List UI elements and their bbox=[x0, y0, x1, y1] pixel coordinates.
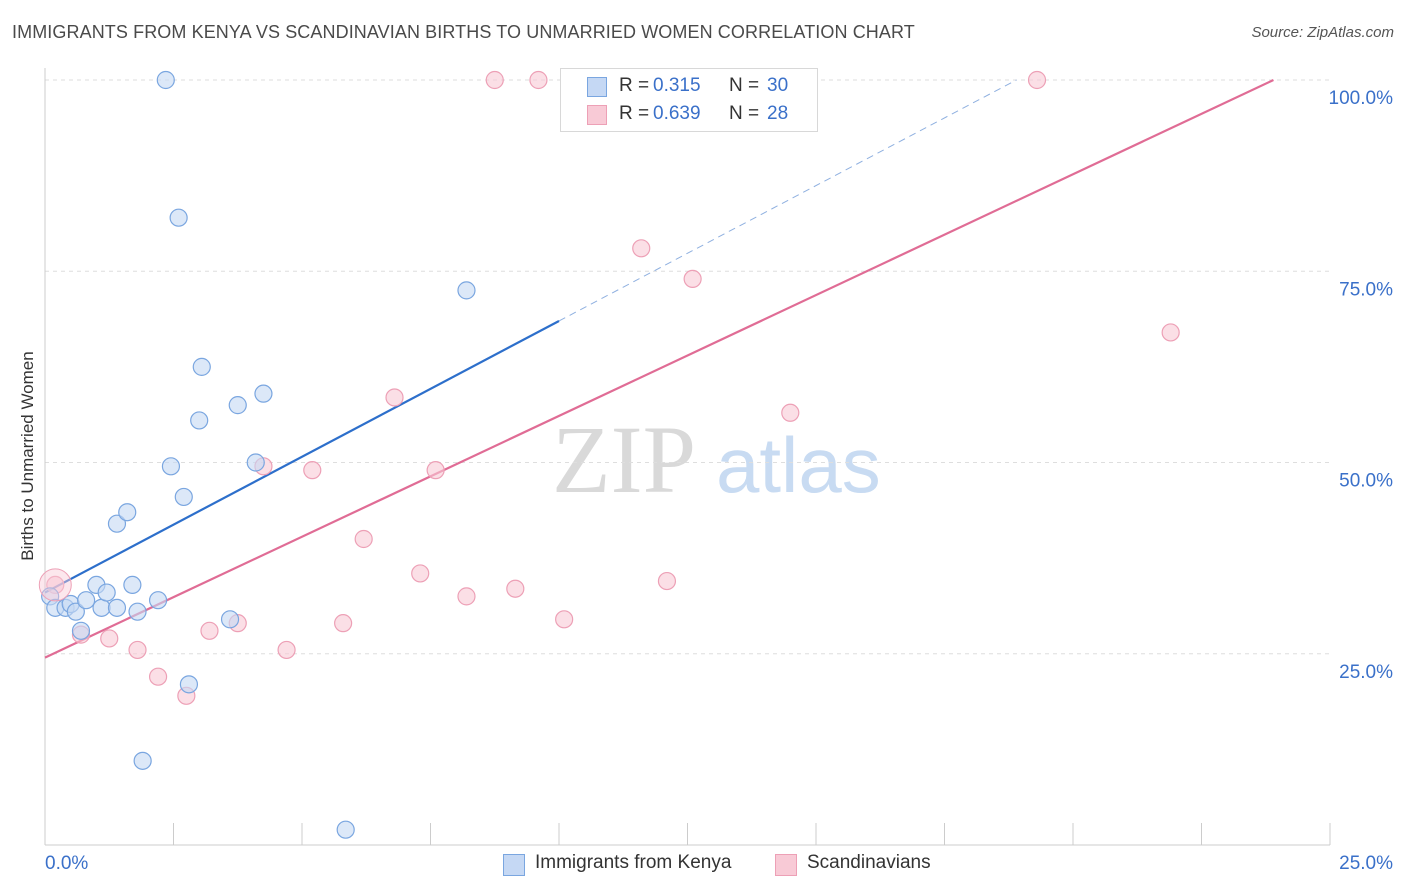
point-scandinavian bbox=[148, 667, 168, 686]
r-value: 0.315 bbox=[653, 75, 701, 96]
data-points bbox=[38, 70, 1180, 839]
trend-lines bbox=[44, 79, 1274, 659]
x-tick-label: 25.0% bbox=[1339, 853, 1393, 874]
point-kenya bbox=[179, 675, 199, 694]
point-kenya bbox=[246, 453, 265, 472]
point-scandinavian bbox=[457, 587, 476, 606]
point-kenya bbox=[336, 820, 355, 839]
watermark-zip: ZIP bbox=[552, 406, 696, 513]
point-kenya bbox=[128, 602, 147, 621]
r-label: R = bbox=[619, 103, 650, 124]
series-legend: Immigrants from Kenya Scandinavians bbox=[0, 850, 1406, 880]
point-kenya bbox=[161, 457, 181, 476]
point-scandinavian bbox=[303, 461, 322, 480]
trend-line-kenya-extension bbox=[558, 79, 1017, 322]
point-scandinavian bbox=[426, 461, 445, 480]
point-scandinavian bbox=[277, 640, 296, 660]
point-kenya bbox=[148, 591, 168, 610]
point-scandinavian bbox=[506, 579, 525, 598]
point-kenya bbox=[97, 583, 116, 602]
r-value: 0.639 bbox=[653, 103, 701, 124]
legend-swatch-kenya bbox=[587, 77, 607, 97]
legend-swatch-scandinavians bbox=[587, 105, 607, 125]
point-scandinavian bbox=[334, 614, 353, 633]
legend-label-scandinavians: Scandinavians bbox=[807, 852, 931, 873]
r-label: R = bbox=[619, 75, 650, 96]
point-scandinavian bbox=[411, 564, 430, 583]
y-tick-label: 50.0% bbox=[1339, 471, 1393, 492]
x-tick-label: 0.0% bbox=[45, 853, 88, 874]
point-scandinavian bbox=[1161, 323, 1180, 342]
n-label: N = bbox=[729, 103, 760, 124]
point-kenya bbox=[107, 514, 127, 533]
trend-line-scandinavians bbox=[44, 79, 1274, 659]
watermark-atlas: atlas bbox=[716, 421, 881, 509]
point-kenya bbox=[107, 598, 127, 617]
legend-row-scandinavians: R = 0.639 N = 28 bbox=[561, 101, 817, 129]
point-scandinavian bbox=[683, 269, 702, 288]
point-scandinavian bbox=[657, 571, 677, 591]
chart-title: IMMIGRANTS FROM KENYA VS SCANDINAVIAN BI… bbox=[12, 22, 915, 42]
legend-swatch-kenya bbox=[503, 854, 525, 876]
n-value: 30 bbox=[767, 75, 789, 96]
point-scandinavian bbox=[1027, 70, 1047, 90]
n-label: N = bbox=[729, 75, 760, 96]
point-scandinavian bbox=[781, 403, 800, 422]
y-tick-label: 75.0% bbox=[1339, 279, 1393, 300]
point-scandinavian-cluster bbox=[38, 568, 72, 602]
point-kenya bbox=[220, 610, 240, 629]
point-scandinavian bbox=[485, 70, 504, 90]
legend-swatch-scandinavians bbox=[775, 854, 797, 876]
point-kenya bbox=[457, 281, 476, 300]
point-kenya bbox=[156, 70, 175, 90]
point-scandinavian bbox=[354, 529, 373, 549]
point-scandinavian bbox=[385, 388, 404, 407]
point-scandinavian bbox=[555, 610, 574, 629]
point-kenya bbox=[123, 575, 142, 595]
y-tick-label: 25.0% bbox=[1339, 662, 1393, 683]
point-scandinavian bbox=[529, 70, 548, 90]
point-scandinavian bbox=[128, 640, 147, 660]
legend-row-kenya: R = 0.315 N = 30 bbox=[561, 73, 817, 101]
trend-line-kenya bbox=[44, 320, 560, 594]
point-kenya bbox=[228, 396, 247, 415]
point-scandinavian bbox=[100, 629, 119, 648]
correlation-legend: R = 0.315 N = 30 R = 0.639 N = 28 bbox=[560, 68, 818, 132]
point-kenya bbox=[192, 357, 211, 376]
point-kenya bbox=[190, 411, 209, 430]
point-kenya bbox=[118, 503, 137, 522]
point-scandinavian bbox=[632, 239, 651, 258]
point-kenya bbox=[169, 208, 188, 227]
source-label: Source: ZipAtlas.com bbox=[1251, 24, 1394, 41]
y-tick-label: 100.0% bbox=[1329, 88, 1394, 109]
point-kenya bbox=[77, 591, 96, 610]
point-scandinavian bbox=[200, 621, 219, 640]
tick-labels: 25.0% 50.0% 75.0% 100.0% 0.0% 25.0% bbox=[45, 88, 1393, 874]
watermark: ZIP atlas bbox=[552, 406, 881, 513]
axes bbox=[44, 68, 1331, 846]
n-value: 28 bbox=[767, 103, 789, 124]
point-kenya bbox=[66, 602, 85, 621]
point-kenya bbox=[133, 751, 152, 770]
legend-label-kenya: Immigrants from Kenya bbox=[535, 852, 732, 873]
point-kenya bbox=[254, 384, 273, 403]
point-kenya bbox=[92, 598, 111, 617]
point-kenya bbox=[174, 487, 193, 507]
point-kenya bbox=[71, 621, 91, 640]
